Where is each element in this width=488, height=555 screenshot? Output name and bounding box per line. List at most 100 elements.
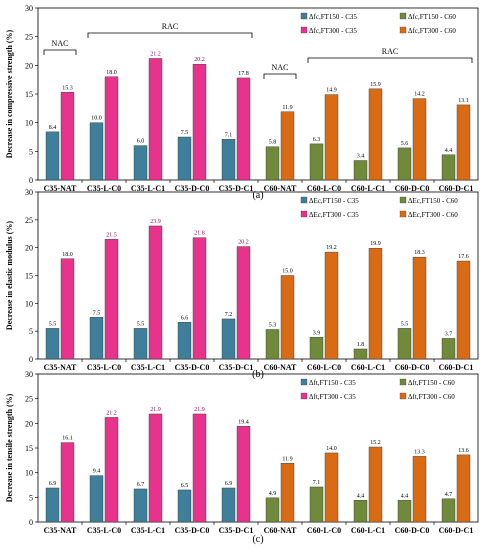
bar: [45, 131, 60, 181]
legend-swatch: [399, 392, 407, 400]
bar: [397, 328, 412, 360]
data-label: 3.7: [445, 331, 453, 337]
x-category-label: C35-L-C0: [87, 184, 121, 193]
bar: [60, 258, 75, 360]
data-label: 3.9: [313, 330, 321, 336]
data-label: 3.4: [357, 154, 365, 160]
data-label: 19.4: [238, 419, 249, 425]
data-label: 11.9: [282, 456, 292, 462]
bar: [309, 143, 324, 181]
data-label: 6.3: [313, 137, 321, 143]
data-label: 15.3: [62, 85, 73, 91]
bar: [309, 486, 324, 523]
data-label: 13.1: [458, 98, 469, 104]
x-category-label: C60-D-C1: [439, 363, 474, 372]
x-category-label: C60-NAT: [264, 363, 297, 372]
panel-label: (b): [252, 369, 264, 380]
y-tick-label: 10: [25, 299, 33, 308]
x-category-label: C60-D-C0: [395, 526, 430, 535]
y-tick-label: 30: [25, 4, 33, 13]
data-label: 18.0: [62, 252, 73, 258]
x-category-label: C35-L-C0: [87, 526, 121, 535]
y-tick-label: 0: [29, 355, 33, 364]
panel-label: (a): [252, 190, 263, 201]
nac-bracket: [43, 49, 77, 55]
bar: [221, 318, 236, 360]
data-label: 6.7: [137, 482, 145, 488]
bar: [148, 413, 163, 523]
x-category-label: C35-NAT: [44, 526, 77, 535]
data-label: 1.8: [357, 342, 365, 348]
y-axis-label: Decrease in tensile strength (%): [5, 393, 14, 502]
legend-swatch: [300, 12, 308, 20]
bar: [280, 463, 295, 523]
data-label: 5.5: [137, 321, 145, 327]
bar: [236, 426, 251, 523]
bar: [89, 317, 104, 360]
data-label: 13.6: [458, 448, 469, 454]
y-tick-label: 15: [25, 444, 33, 453]
data-label: 6.9: [49, 481, 57, 487]
bar: [89, 122, 104, 181]
x-category-label: C60-L-C1: [351, 363, 385, 372]
data-label: 17.8: [238, 71, 249, 77]
data-label: 6.0: [137, 139, 145, 145]
legend-swatch: [300, 210, 308, 218]
y-tick-label: 15: [25, 272, 33, 281]
bar: [265, 329, 280, 360]
x-category-label: C60-L-C0: [307, 363, 341, 372]
bar: [45, 328, 60, 360]
y-tick-label: 0: [29, 518, 33, 527]
nac-bracket: [263, 73, 297, 79]
legend-swatch: [300, 392, 308, 400]
bar: [412, 98, 427, 181]
bar: [221, 487, 236, 523]
data-label: 4.7: [445, 492, 453, 498]
bar: [456, 260, 471, 360]
data-label: 17.6: [458, 254, 469, 260]
nac-annotation: NAC: [272, 63, 289, 72]
bar: [397, 500, 412, 523]
data-label: 21.9: [150, 407, 161, 413]
data-label: 7.1: [225, 132, 233, 138]
data-label: 18.0: [106, 70, 117, 76]
rac-annotation: RAC: [162, 22, 178, 31]
bar: [441, 338, 456, 360]
data-label: 8.4: [49, 125, 57, 131]
data-label: 19.2: [326, 245, 337, 251]
x-category-label: C35-D-C1: [219, 363, 254, 372]
y-tick-label: 25: [25, 395, 33, 404]
bar: [177, 136, 192, 181]
bar: [89, 475, 104, 523]
bar: [45, 487, 60, 523]
data-label: 4.4: [401, 493, 409, 499]
bar: [133, 328, 148, 360]
data-label: 4.9: [269, 491, 277, 497]
bar: [133, 145, 148, 181]
data-label: 21.2: [106, 410, 117, 416]
data-label: 15.9: [370, 82, 381, 88]
x-category-label: C60-NAT: [264, 526, 297, 535]
bar: [221, 139, 236, 181]
legend-swatch: [300, 196, 308, 204]
rac-annotation: RAC: [382, 47, 398, 56]
data-label: 14.2: [414, 92, 425, 98]
data-label: 7.2: [225, 312, 233, 318]
bar: [236, 246, 251, 360]
bar: [441, 498, 456, 523]
data-label: 6.9: [225, 481, 233, 487]
data-label: 23.9: [150, 219, 161, 225]
bar: [148, 58, 163, 181]
legend-entry: Δft,FT300 - C35: [309, 393, 356, 401]
bar: [192, 63, 207, 181]
data-label: 10.0: [91, 116, 102, 122]
bar: [177, 322, 192, 360]
bar: [104, 417, 119, 523]
data-label: 19.9: [370, 241, 381, 247]
x-category-label: C35-L-C0: [87, 363, 121, 372]
bar: [104, 76, 119, 181]
bar: [324, 251, 339, 360]
bar: [456, 454, 471, 523]
data-label: 5.6: [401, 141, 409, 147]
